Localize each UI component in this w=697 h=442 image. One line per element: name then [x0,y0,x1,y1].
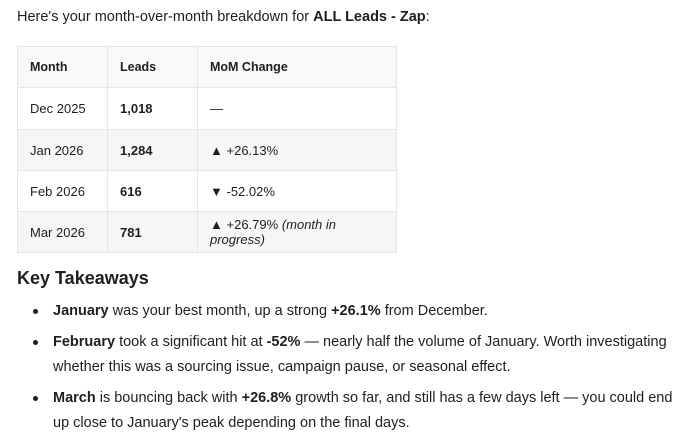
mom-table: Month Leads MoM Change Dec 2025 1,018 — … [17,46,397,253]
change-note: (month in progress) [210,217,337,247]
cell-leads: 1,284 [107,129,198,171]
up-arrow-icon: ▲ [210,142,223,158]
cell-change: — [197,87,397,130]
change-value: +26.79% [226,217,279,232]
table-header-row: Month Leads MoM Change [17,46,397,88]
list-item: January was your best month, up a strong… [33,299,677,324]
intro-name: ALL Leads - Zap [313,9,426,25]
takeaway-month: March [53,390,96,406]
cell-change: ▲ +26.79% (month in progress) [197,211,397,253]
takeaway-value: +26.8% [241,390,292,406]
header-leads: Leads [107,46,198,88]
takeaway-value: +26.1% [331,303,381,319]
list-item: March is bouncing back with +26.8% growt… [33,386,677,436]
up-arrow-icon: ▲ [210,217,223,232]
cell-month: Jan 2026 [17,129,108,171]
takeaway-text: was your best month, up a strong [108,303,332,319]
takeaway-month: February [53,334,116,350]
change-value: — [210,101,223,116]
takeaway-text: took a significant hit at [115,334,267,350]
takeaway-text: — nearly half the volume of January. Wor… [53,334,667,375]
takeaway-value: -52% [266,334,301,350]
intro-suffix: : [425,9,430,25]
intro-prefix: Here's your month-over-month breakdown f… [17,9,314,25]
intro-text: Here's your month-over-month breakdown f… [17,7,430,27]
cell-month: Dec 2025 [17,87,108,130]
table-row: Jan 2026 1,284 ▲ +26.13% [17,129,397,171]
table-row: Dec 2025 1,018 — [17,87,397,130]
takeaway-text: is bouncing back with [95,390,242,406]
change-value: -52.02% [226,183,275,199]
table-row: Feb 2026 616 ▼ -52.02% [17,170,397,212]
list-item: February took a significant hit at -52% … [33,330,677,380]
cell-leads: 616 [107,170,198,212]
takeaway-text: from December. [380,303,488,319]
cell-leads: 1,018 [107,87,198,130]
cell-change: ▼ -52.02% [197,170,397,212]
header-mom-change: MoM Change [197,46,397,88]
change-value: +26.13% [226,142,279,158]
cell-month: Feb 2026 [17,170,108,212]
key-takeaways-heading: Key Takeaways [17,268,149,288]
takeaway-month: January [53,303,109,319]
table-row: Mar 2026 781 ▲ +26.79% (month in progres… [17,211,397,253]
takeaways-list: January was your best month, up a strong… [17,299,677,442]
header-month: Month [17,46,108,88]
cell-change: ▲ +26.13% [197,129,397,171]
cell-leads: 781 [107,211,198,253]
cell-month: Mar 2026 [17,211,108,253]
down-arrow-icon: ▼ [210,183,223,199]
takeaway-text: growth so far, and still has a few days … [53,390,673,431]
